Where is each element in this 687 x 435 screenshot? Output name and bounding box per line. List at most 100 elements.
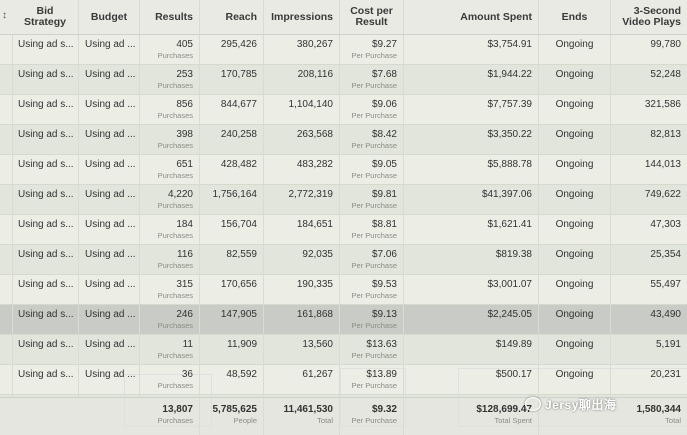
table-row[interactable]: Using ad s... Using ad ... 246 Purchases 147…: [0, 305, 687, 335]
table-row[interactable]: Using ad s... Using ad ... 315 Purchases 170…: [0, 275, 687, 305]
col-video-plays[interactable]: 3-Second Video Plays: [622, 5, 681, 28]
row-select-strip[interactable]: [0, 305, 13, 334]
results-value: 11: [182, 339, 193, 350]
cell-spent: $3,001.07: [404, 275, 539, 304]
ends-value: Ongoing: [555, 39, 594, 50]
row-select-strip[interactable]: [0, 125, 13, 154]
table-row[interactable]: Using ad s... Using ad ... 651 Purchases 428…: [0, 155, 687, 185]
cell-ends: Ongoing: [539, 155, 611, 184]
table-row[interactable]: Using ad s... Using ad ... 856 Purchases 844…: [0, 95, 687, 125]
sort-icon[interactable]: ↕: [2, 10, 7, 21]
cell-budget: Using ad ...: [79, 35, 140, 64]
total-spent: $128,699.47: [476, 404, 532, 415]
col-cost-per-result[interactable]: Cost per Result: [340, 0, 404, 34]
table-body: Using ad s... Using ad ... 405 Purchases 295…: [0, 35, 687, 425]
table-row[interactable]: Using ad s... Using ad ... 184 Purchases 156…: [0, 215, 687, 245]
budget-value: Using ad ...: [85, 129, 136, 140]
cell-plays: 99,780: [611, 35, 687, 64]
cell-results: 4,220 Purchases: [140, 185, 200, 214]
plays-value: 20,231: [650, 369, 681, 380]
cell-spent: $3,754.91: [404, 35, 539, 64]
total-spent-sub: Total Spent: [494, 416, 532, 425]
row-select-strip[interactable]: [0, 215, 13, 244]
cell-reach: 82,559: [200, 245, 264, 274]
col-reach[interactable]: Reach: [200, 0, 264, 34]
plays-value: 52,248: [650, 69, 681, 80]
bid-value: Using ad s...: [18, 99, 74, 110]
spent-value: $1,944.22: [487, 69, 533, 80]
results-sub: Purchases: [157, 231, 193, 240]
table-row[interactable]: Using ad s... Using ad ... 4,220 Purchases 1…: [0, 185, 687, 215]
cpr-sub: Per Purchase: [351, 201, 397, 210]
row-select-strip[interactable]: [0, 245, 13, 274]
row-select-strip[interactable]: [0, 65, 13, 94]
cell-reach: 11,909: [200, 335, 264, 364]
ends-value: Ongoing: [555, 189, 594, 200]
row-select-strip[interactable]: [0, 365, 13, 394]
cell-reach: 147,905: [200, 305, 264, 334]
cell-impressions: 2,772,319: [264, 185, 340, 214]
impressions-value: 13,560: [302, 339, 333, 350]
cell-budget: Using ad ...: [79, 245, 140, 274]
row-select-strip[interactable]: [0, 275, 13, 304]
results-value: 116: [177, 249, 193, 260]
cell-ends: Ongoing: [539, 125, 611, 154]
cpr-sub: Per Purchase: [351, 321, 397, 330]
results-value: 246: [176, 309, 193, 320]
table-row[interactable]: Using ad s... Using ad ... 11 Purchases 11,9…: [0, 335, 687, 365]
total-impressions: 11,461,530: [283, 404, 334, 415]
table-row[interactable]: Using ad s... Using ad ... 116 Purchases 82,…: [0, 245, 687, 275]
col-ends[interactable]: Ends: [539, 0, 611, 34]
results-sub: Purchases: [157, 111, 193, 120]
reach-value: 240,258: [220, 129, 257, 140]
budget-value: Using ad ...: [85, 309, 136, 320]
col-budget[interactable]: Budget: [79, 0, 140, 34]
cell-results: 36 Purchases: [140, 365, 200, 394]
row-select-strip[interactable]: [0, 35, 13, 64]
col-results[interactable]: Results: [140, 0, 200, 34]
plays-value: 47,303: [650, 219, 681, 230]
cpr-sub: Per Purchase: [351, 51, 397, 60]
budget-value: Using ad ...: [85, 189, 136, 200]
cell-cpr: $9.13 Per Purchase: [340, 305, 404, 334]
cell-results: 405 Purchases: [140, 35, 200, 64]
cell-ends: Ongoing: [539, 245, 611, 274]
col-bid-strategy[interactable]: Bid Strategy: [12, 0, 79, 34]
cell-plays: 82,813: [611, 125, 687, 154]
cell-ends: Ongoing: [539, 305, 611, 334]
row-select-strip[interactable]: [0, 335, 13, 364]
budget-value: Using ad ...: [85, 219, 136, 230]
cell-results: 116 Purchases: [140, 245, 200, 274]
cell-spent: $41,397.06: [404, 185, 539, 214]
cell-cpr: $9.05 Per Purchase: [340, 155, 404, 184]
bid-value: Using ad s...: [18, 219, 74, 230]
row-select-strip[interactable]: [0, 185, 13, 214]
col-impressions[interactable]: Impressions: [264, 0, 340, 34]
cell-impressions: 263,568: [264, 125, 340, 154]
row-select-strip[interactable]: [0, 155, 13, 184]
total-reach-sub: People: [233, 416, 257, 425]
total-results-sub: Purchases: [157, 416, 193, 425]
table-row[interactable]: Using ad s... Using ad ... 253 Purchases 170…: [0, 65, 687, 95]
spent-value: $3,350.22: [487, 129, 533, 140]
table-row[interactable]: Using ad s... Using ad ... 398 Purchases 240…: [0, 125, 687, 155]
cell-spent: $1,621.41: [404, 215, 539, 244]
bid-value: Using ad s...: [18, 39, 74, 50]
cell-plays: 43,490: [611, 305, 687, 334]
table-row[interactable]: Using ad s... Using ad ... 405 Purchases 295…: [0, 35, 687, 65]
table-row[interactable]: Using ad s... Using ad ... 36 Purchases 48,5…: [0, 365, 687, 395]
plays-value: 99,780: [650, 39, 681, 50]
impressions-value: 190,335: [296, 279, 333, 290]
budget-value: Using ad ...: [85, 39, 136, 50]
cell-cpr: $8.81 Per Purchase: [340, 215, 404, 244]
cell-impressions: 161,868: [264, 305, 340, 334]
budget-value: Using ad ...: [85, 279, 136, 290]
cell-plays: 55,497: [611, 275, 687, 304]
col-amount-spent[interactable]: Amount Spent: [404, 0, 539, 34]
cell-bid: Using ad s...: [12, 215, 79, 244]
watermark-text: Jersy聊出海: [545, 398, 617, 412]
cpr-value: $8.81: [371, 219, 397, 230]
spent-value: $1,621.41: [487, 219, 533, 230]
ends-value: Ongoing: [555, 159, 594, 170]
row-select-strip[interactable]: [0, 95, 13, 124]
